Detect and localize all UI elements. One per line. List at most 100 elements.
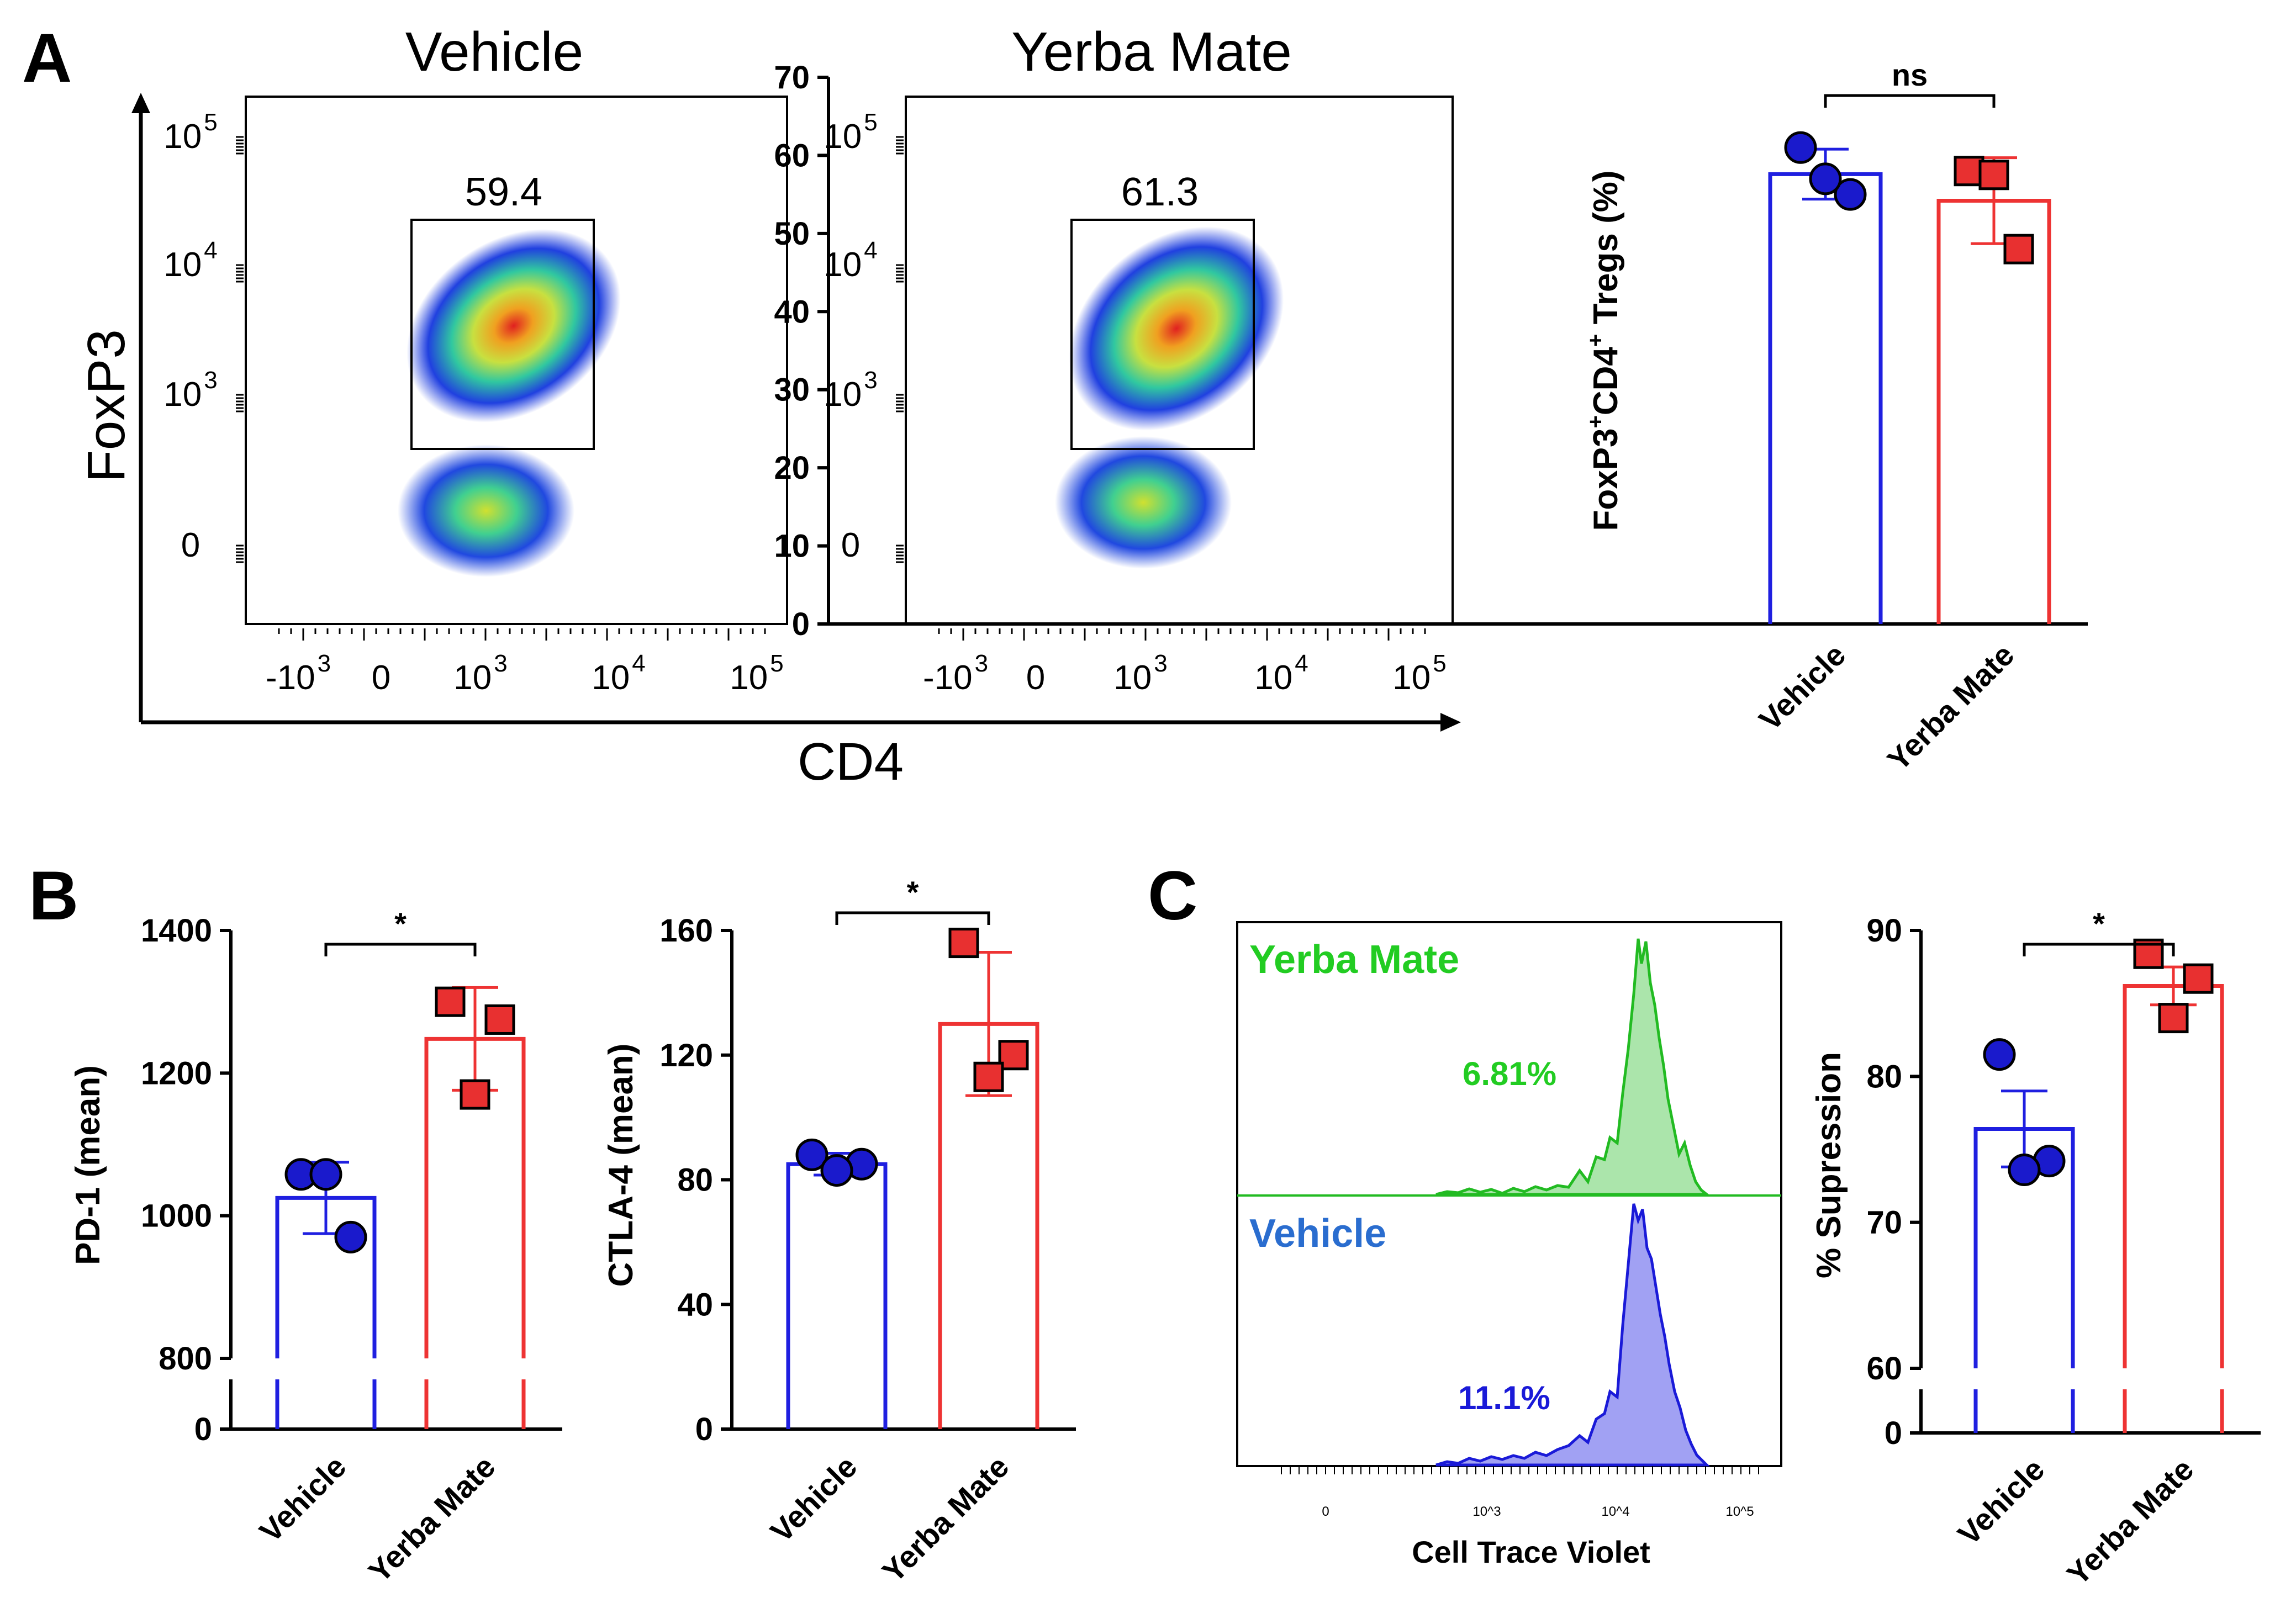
y-arrow-head	[131, 93, 150, 113]
significance-bracket	[835, 911, 990, 925]
gate-value-vehicle: 59.4	[465, 170, 542, 214]
y-tick-label: 70	[774, 60, 810, 96]
flow-frame	[245, 96, 788, 625]
x-arrow-head	[1440, 713, 1461, 732]
y-tick-label: 50	[774, 216, 810, 252]
data-point-yerba-mate	[2158, 1003, 2189, 1034]
data-point-vehicle	[334, 1220, 367, 1253]
data-point-yerba-mate	[948, 928, 979, 959]
panel-label-b: B	[29, 858, 78, 934]
hist-x-tick-label: 10^4	[1601, 1504, 1629, 1519]
gate-box	[410, 219, 595, 450]
data-point-vehicle	[309, 1158, 342, 1191]
hist-pct-vehicle: 11.1%	[1458, 1379, 1550, 1416]
flow-y-ticks: 105 104 103 0	[163, 109, 244, 564]
data-point-yerba-mate	[998, 1040, 1029, 1071]
data-point-yerba-mate	[460, 1079, 490, 1110]
hist-pct-yerba-mate: 6.81%	[1463, 1055, 1556, 1092]
bar-vehicle	[786, 1162, 888, 1429]
hist-series-yerba-mate: Yerba Mate	[1249, 938, 1459, 982]
y-tick-label: 1200	[141, 1055, 212, 1091]
x-category-label: Vehicle	[1951, 1452, 2051, 1552]
y-tick-label: 800	[159, 1341, 212, 1377]
flow-x-tick-label: -103	[923, 650, 988, 697]
density-upper	[407, 229, 621, 423]
data-point-yerba-mate	[2003, 234, 2034, 265]
data-point-vehicle	[1983, 1038, 2016, 1071]
flow-x-tick-label: 104	[1254, 650, 1308, 697]
flow-y-tick-label: 105	[824, 109, 877, 156]
y-tick-label: 160	[659, 913, 713, 949]
data-point-vehicle	[1809, 162, 1842, 195]
data-point-yerba-mate	[1978, 160, 2009, 191]
hist-x-label: Cell Trace Violet	[1412, 1535, 1650, 1569]
flow-y-tick-label: 0	[181, 526, 200, 564]
flow-title-yerba-mate: Yerba Mate	[1011, 21, 1292, 83]
x-category-label: Vehicle	[1752, 637, 1852, 737]
y-tick-label: 120	[659, 1038, 713, 1073]
significance-bracket	[1824, 94, 1996, 108]
flow-y-tick-label: 104	[163, 237, 217, 284]
x-category-label: Vehicle	[252, 1449, 352, 1549]
data-point-vehicle	[795, 1138, 828, 1171]
y-tick-label: 80	[1866, 1059, 1902, 1094]
data-point-vehicle	[2008, 1154, 2041, 1187]
density-lower	[398, 445, 574, 577]
density-upper	[1069, 226, 1284, 431]
flow-y-label: FoxP3	[77, 329, 136, 482]
significance-bracket	[2023, 943, 2175, 956]
y-tick-label: 60	[774, 137, 810, 173]
data-point-vehicle	[820, 1154, 853, 1187]
y-tick-label: 30	[774, 372, 810, 408]
data-point-vehicle	[1834, 178, 1867, 211]
histogram-cell-trace-violet: Yerba Mate 6.81% Vehicle 11.1% 0 10^3 10^4…	[1236, 921, 1782, 1569]
bar-vehicle	[1768, 172, 1883, 624]
panel-label-c: C	[1148, 858, 1197, 934]
bar-chart-pd1: 0 800 1000 1200 1400 PD-1 (mean) Vehicle Yerba …	[69, 906, 562, 1589]
y-tick-label: 0	[792, 606, 810, 642]
hist-series-vehicle: Vehicle	[1249, 1212, 1386, 1256]
significance-label: *	[394, 906, 407, 941]
y-axis-label: % Supression	[1810, 1052, 1848, 1278]
y-tick-label: 40	[677, 1287, 713, 1323]
flow-x-ticks: -103 0 103 104 105	[923, 628, 1447, 697]
y-tick-label: 10	[774, 528, 810, 564]
data-point-yerba-mate	[973, 1061, 1004, 1092]
hist-x-ticks: 0 10^3 10^4 10^5	[1281, 1466, 1759, 1519]
flow-x-tick-label: 103	[1113, 650, 1167, 697]
x-category-label: Yerba Mate	[362, 1449, 502, 1589]
significance-label: *	[2093, 906, 2105, 941]
histogram-vehicle	[1435, 1203, 1711, 1467]
data-point-yerba-mate	[2183, 963, 2214, 994]
x-category-label: Yerba Mate	[875, 1449, 1016, 1589]
flow-y-tick-label: 103	[824, 367, 877, 414]
histogram-yerba-mate	[1435, 938, 1711, 1196]
flow-y-ticks: 105 104 103 0	[824, 109, 904, 564]
flow-y-tick-label: 104	[824, 237, 877, 284]
flow-x-ticks: -103 0 103 104 105	[266, 628, 784, 697]
flow-y-tick-label: 105	[163, 109, 217, 156]
density-lower	[1055, 436, 1232, 569]
y-tick-label: 70	[1866, 1205, 1902, 1241]
flow-x-tick-label: 104	[592, 650, 645, 697]
flow-x-tick-label: 0	[372, 659, 390, 697]
flow-y-tick-label: 103	[163, 367, 217, 414]
flow-title-vehicle: Vehicle	[405, 21, 583, 83]
data-point-vehicle	[1784, 131, 1817, 164]
significance-bracket	[324, 943, 477, 956]
x-category-label: Yerba Mate	[1881, 637, 2021, 777]
flow-plot-vehicle: Vehicle 59.4 105 104 103 0 -103 0 103 104 105	[163, 21, 788, 697]
y-tick-label: 0	[194, 1411, 212, 1447]
y-tick-label: 60	[1866, 1351, 1902, 1387]
data-point-yerba-mate	[484, 1004, 515, 1035]
gate-box	[1070, 219, 1255, 450]
flow-x-label: CD4	[798, 732, 904, 791]
bar-yerba-mate	[2123, 983, 2224, 1368]
significance-label: ns	[1892, 57, 1928, 92]
y-tick-label: 0	[1885, 1415, 1902, 1451]
flow-x-tick-label: 103	[453, 650, 507, 697]
bar-chart-suppression: 0 60 70 80 90 % Supression Vehicle Yerba Mate *	[1810, 906, 2261, 1592]
hist-x-tick-label: 0	[1322, 1504, 1329, 1519]
flow-x-tick-label: 105	[730, 650, 783, 697]
flow-axes	[131, 93, 1461, 732]
